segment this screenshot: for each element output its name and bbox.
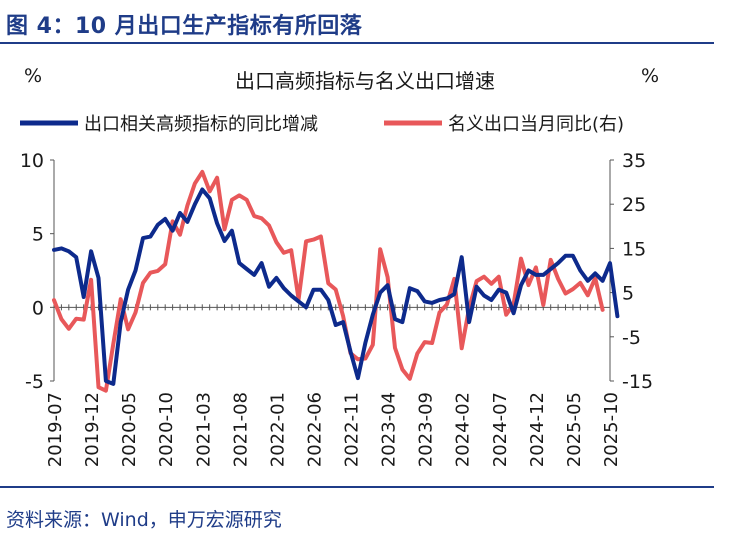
series-lines [52, 169, 620, 393]
left-tick-label: 5 [32, 224, 44, 246]
x-tick-label: 2024-07 [490, 392, 511, 467]
right-tick-label: 25 [622, 194, 646, 216]
legend: 出口相关高频指标的同比增减 名义出口当月同比(右) [20, 114, 624, 135]
x-tick-label: 2025-05 [564, 392, 585, 467]
left-tick-label: 10 [20, 150, 44, 172]
chart-title: 出口高频指标与名义出口增速 [235, 69, 495, 93]
figure-title: 图 4：10 月出口生产指标有所回落 [6, 14, 363, 39]
x-tick-label: 2025-10 [601, 392, 622, 467]
footer-rule [0, 486, 714, 488]
legend-label-right: 名义出口当月同比(右) [448, 114, 624, 135]
right-tick-label: 35 [622, 150, 646, 172]
x-tick-label: 2022-01 [267, 392, 288, 467]
x-tick-label: 2021-08 [230, 392, 251, 467]
x-tick-label: 2024-12 [527, 392, 548, 467]
left-axis-unit: % [24, 65, 42, 87]
series-line-nominal-export-yoy [52, 169, 605, 393]
axes: 10 5 0 -5 35 25 15 5 -5 -15 2019-07 2019-12 2020-05 2… [20, 150, 653, 467]
left-tick-label: -5 [25, 371, 44, 393]
right-tick-label: -5 [622, 327, 641, 349]
x-tick-label: 2023-09 [416, 392, 437, 467]
legend-label-left: 出口相关高频指标的同比增减 [84, 114, 318, 135]
x-tick-label: 2022-06 [304, 392, 325, 467]
left-tick-label: 0 [32, 297, 44, 319]
series-line-export-high-frequency [52, 187, 620, 386]
x-tick-label: 2019-07 [45, 392, 66, 467]
x-tick-label: 2020-05 [119, 392, 140, 467]
right-tick-label: -15 [622, 371, 653, 393]
x-tick-label: 2019-12 [82, 392, 103, 467]
source-note: 资料来源：Wind，申万宏源研究 [6, 509, 282, 531]
right-axis-unit: % [641, 65, 659, 87]
x-tick-label: 2022-11 [342, 392, 363, 467]
right-tick-label: 15 [622, 238, 646, 260]
x-tick-label: 2023-04 [379, 392, 400, 467]
x-tick-label: 2020-10 [156, 392, 177, 467]
header-rule [0, 42, 714, 44]
x-tick-label: 2024-02 [453, 392, 474, 467]
right-tick-label: 5 [622, 283, 634, 305]
x-tick-label: 2021-03 [193, 392, 214, 467]
